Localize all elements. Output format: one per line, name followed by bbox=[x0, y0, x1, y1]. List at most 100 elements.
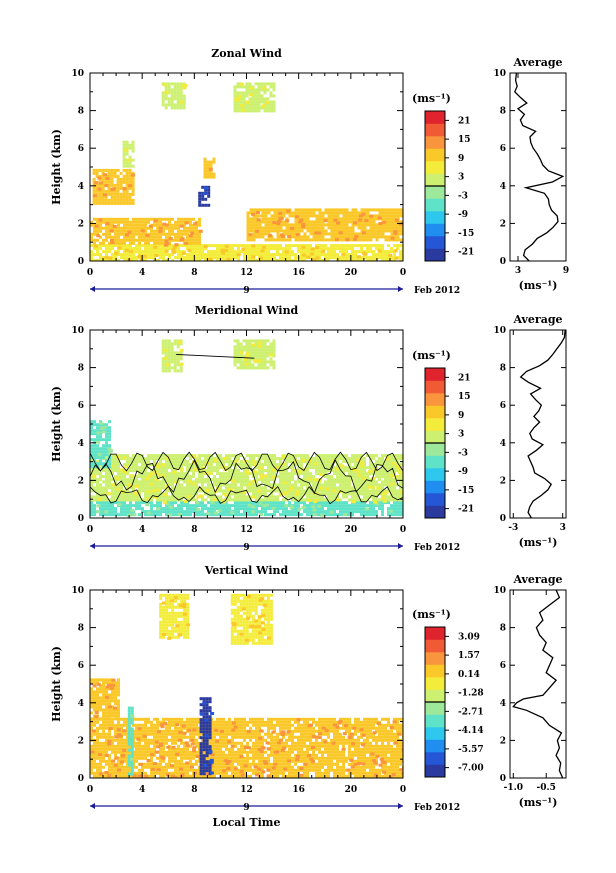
heatmap-cell bbox=[236, 351, 240, 355]
heatmap-cell bbox=[132, 250, 135, 254]
heatmap-cell bbox=[233, 94, 237, 98]
heatmap-cell bbox=[219, 256, 222, 260]
heatmap-cell bbox=[342, 507, 345, 511]
heatmap-cell bbox=[231, 259, 234, 261]
heatmap-cell bbox=[170, 91, 174, 95]
heatmap-cell bbox=[252, 489, 255, 493]
heatmap-cell bbox=[390, 466, 393, 470]
heatmap-cell bbox=[196, 495, 201, 499]
heatmap-cell bbox=[354, 723, 357, 727]
heatmap-cell bbox=[173, 366, 177, 370]
heatmap-cell bbox=[297, 235, 301, 239]
heatmap-cell bbox=[342, 501, 345, 505]
heatmap-cell bbox=[279, 720, 282, 724]
heatmap-cell bbox=[384, 223, 388, 227]
heatmap-cell bbox=[111, 256, 114, 260]
colorbar-segment bbox=[425, 455, 445, 469]
heatmap-cell bbox=[366, 259, 369, 261]
heatmap-cell bbox=[96, 253, 99, 257]
heatmap-cell bbox=[390, 498, 393, 502]
heatmap-cell bbox=[285, 211, 289, 215]
heatmap-cell bbox=[210, 501, 215, 505]
heatmap-cell bbox=[330, 480, 333, 484]
heatmap-cell bbox=[388, 253, 393, 257]
heatmap-cell bbox=[243, 358, 248, 362]
heatmap-cell bbox=[294, 223, 298, 227]
heatmap-cell bbox=[99, 723, 102, 727]
heatmap-cell bbox=[313, 478, 318, 482]
heatmap-cell bbox=[279, 233, 284, 237]
heatmap-cell bbox=[183, 226, 186, 230]
heatmap-cell bbox=[119, 201, 123, 205]
heatmap-cell bbox=[200, 466, 205, 470]
heatmap-cell bbox=[249, 256, 252, 260]
heatmap-cell bbox=[321, 247, 324, 251]
heatmap-cell bbox=[150, 486, 153, 490]
heatmap-cell bbox=[246, 723, 249, 727]
heatmap-cell bbox=[219, 472, 222, 476]
colorbar-segment bbox=[425, 148, 445, 162]
heatmap-cell bbox=[132, 478, 135, 482]
heatmap-cell bbox=[303, 256, 306, 260]
heatmap-cell bbox=[161, 357, 165, 361]
heatmap-cell bbox=[225, 504, 228, 508]
heatmap-cell bbox=[300, 723, 303, 727]
heatmap-cell bbox=[313, 462, 318, 466]
heatmap-cell bbox=[273, 238, 277, 242]
heatmap-cell bbox=[120, 256, 123, 260]
heatmap-cell bbox=[272, 85, 276, 89]
heatmap-cell bbox=[116, 487, 121, 491]
heatmap-cell bbox=[345, 475, 348, 479]
heatmap-cell bbox=[351, 223, 355, 227]
heatmap-cell bbox=[291, 457, 294, 461]
heatmap-cell bbox=[315, 507, 318, 511]
heatmap-cell bbox=[282, 483, 285, 487]
heatmap-cell bbox=[111, 510, 114, 514]
heatmap-cell bbox=[249, 495, 252, 499]
heatmap-cell bbox=[312, 512, 317, 516]
heatmap-cell bbox=[201, 513, 204, 517]
heatmap-cell bbox=[336, 247, 339, 251]
heatmap-cell bbox=[150, 720, 153, 724]
heatmap-cell bbox=[129, 253, 132, 257]
heatmap-cell bbox=[117, 246, 122, 250]
heatmap-cell bbox=[258, 717, 261, 721]
heatmap-cell bbox=[351, 211, 355, 215]
heatmap-cell bbox=[269, 360, 273, 364]
heatmap-cell bbox=[294, 256, 297, 260]
heatmap-cell bbox=[339, 238, 343, 242]
heatmap-cell bbox=[195, 457, 198, 461]
heatmap-cell bbox=[138, 501, 141, 505]
heatmap-cell bbox=[93, 462, 96, 466]
heatmap-cell bbox=[300, 250, 303, 254]
heatmap-cell bbox=[393, 214, 397, 218]
heatmap-cell bbox=[366, 466, 369, 470]
heatmap-cell bbox=[189, 513, 192, 517]
heatmap-cell bbox=[99, 447, 102, 451]
heatmap-cell bbox=[387, 463, 390, 467]
heatmap-cell bbox=[120, 726, 123, 730]
heatmap-cell bbox=[348, 720, 351, 724]
heatmap-cell bbox=[315, 466, 318, 470]
heatmap-cell bbox=[252, 486, 255, 490]
heatmap-cell bbox=[310, 252, 315, 256]
heatmap-cell bbox=[327, 478, 330, 482]
heatmap-cell bbox=[210, 486, 213, 490]
heatmap-cell bbox=[120, 501, 123, 505]
heatmap-cell bbox=[372, 507, 375, 511]
heatmap-cell bbox=[186, 480, 191, 484]
heatmap-cell bbox=[343, 513, 348, 517]
heatmap-cell bbox=[321, 214, 325, 218]
heatmap-cell bbox=[393, 478, 396, 482]
heatmap-cell bbox=[165, 472, 168, 476]
heatmap-cell bbox=[345, 250, 348, 254]
heatmap-cell bbox=[231, 253, 234, 257]
heatmap-cell bbox=[201, 256, 204, 260]
heatmap-cell bbox=[354, 223, 358, 227]
heatmap-cell bbox=[171, 248, 176, 252]
heatmap-cell bbox=[168, 247, 171, 251]
heatmap-cell bbox=[258, 486, 261, 490]
heatmap-cell bbox=[105, 459, 108, 463]
heatmap-cell bbox=[102, 244, 105, 248]
